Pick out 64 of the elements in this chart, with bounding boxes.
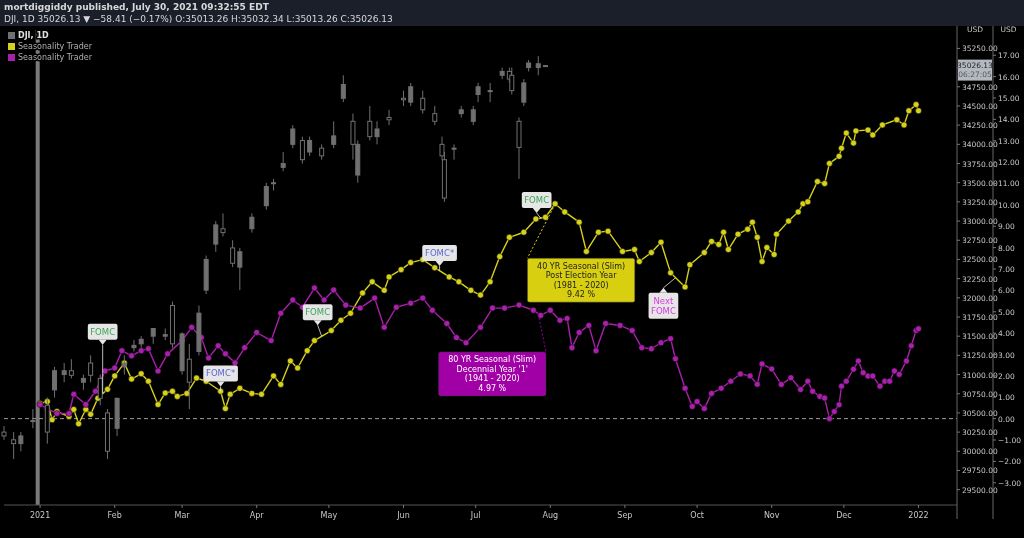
- candlestick: [340, 74, 346, 103]
- x-tick-label: Jun: [396, 511, 410, 520]
- candlestick: [386, 109, 392, 126]
- callout: FOMC*: [422, 244, 457, 272]
- annotation: FOMC*: [206, 368, 236, 379]
- candlestick: [11, 431, 17, 460]
- candlestick: [230, 239, 236, 268]
- callout: 40 YR Seasonal (Slim) Post Election Year (1981 - 2020) 9.42 %: [526, 203, 636, 303]
- candlestick: [475, 82, 481, 103]
- annotation: FOMC: [90, 326, 116, 337]
- annotation: FOMC: [524, 195, 550, 205]
- legend-label: DJI, 1D: [18, 31, 49, 40]
- x-tick-label: Apr: [249, 511, 265, 520]
- candlestick: [299, 136, 305, 165]
- candlestick: [451, 143, 457, 161]
- x-tick-label: May: [320, 511, 338, 520]
- x-tick-label: Feb: [107, 511, 122, 520]
- x-tick-label: Oct: [690, 511, 705, 520]
- candlestick: [521, 78, 527, 107]
- x-tick-label: 2022: [908, 511, 929, 520]
- candlestick: [18, 431, 24, 452]
- candlestick: [432, 105, 438, 126]
- x-tick-label: 2021: [29, 511, 51, 520]
- callout: FOMC: [87, 323, 118, 395]
- candlestick: [68, 358, 74, 379]
- callout: FOMC: [302, 304, 333, 337]
- annotation: FOMC: [305, 307, 331, 318]
- annotation: Next FOMC: [651, 295, 676, 316]
- candlestick: [470, 105, 476, 126]
- x-tick-label: Jul: [469, 511, 481, 520]
- x-tick-label: Sep: [617, 511, 633, 520]
- candlestick: [331, 120, 337, 149]
- annotation: 40 YR Seasonal (Slim) Post Election Year (1981 - 2020) 9.42 %: [537, 261, 626, 300]
- callout: 80 YR Seasonal (Slim) Decennial Year '1' (1941 - 2020) 4.97 %: [438, 313, 547, 397]
- candlestick: [88, 354, 94, 383]
- candlestick: [408, 82, 414, 107]
- candlestick: [52, 366, 58, 399]
- candlestick: [420, 90, 426, 115]
- candlestick: [307, 136, 313, 157]
- candlestick: [220, 212, 226, 237]
- candlestick: [61, 362, 67, 383]
- candlestick: [280, 151, 286, 172]
- annotation: FOMC*: [425, 247, 455, 258]
- callout: FOMC: [521, 192, 552, 219]
- callout: Next FOMC: [648, 277, 679, 319]
- callout: FOMC*: [203, 365, 238, 392]
- candlestick: [487, 82, 493, 103]
- x-tick-label: Nov: [763, 511, 780, 520]
- candlestick: [1, 425, 7, 441]
- chart-title: mortdiggiddy published, July 30, 2021 09:32:55 EDT: [4, 2, 270, 12]
- candlestick: [290, 124, 296, 149]
- x-tick-label: Mar: [174, 511, 191, 520]
- candlestick: [367, 105, 373, 141]
- x-tick-label: Dec: [836, 511, 852, 520]
- candlestick: [213, 220, 219, 253]
- annotation: 80 YR Seasonal (Slim) Decennial Year '1' (1941 - 2020) 4.97 %: [448, 355, 537, 393]
- candlestick: [263, 182, 269, 211]
- candlestick: [374, 120, 380, 145]
- chart-subtitle: DJI, 1D 35026.13 ▼ −58.41 (−0.17%) O:35013.26 H:35032.34 L:35013.26 C:35026.13: [4, 14, 393, 24]
- x-tick-label: Aug: [542, 511, 559, 520]
- candlestick: [131, 339, 137, 353]
- candlestick: [237, 247, 243, 291]
- candlestick: [535, 55, 541, 76]
- candlestick: [249, 212, 255, 234]
